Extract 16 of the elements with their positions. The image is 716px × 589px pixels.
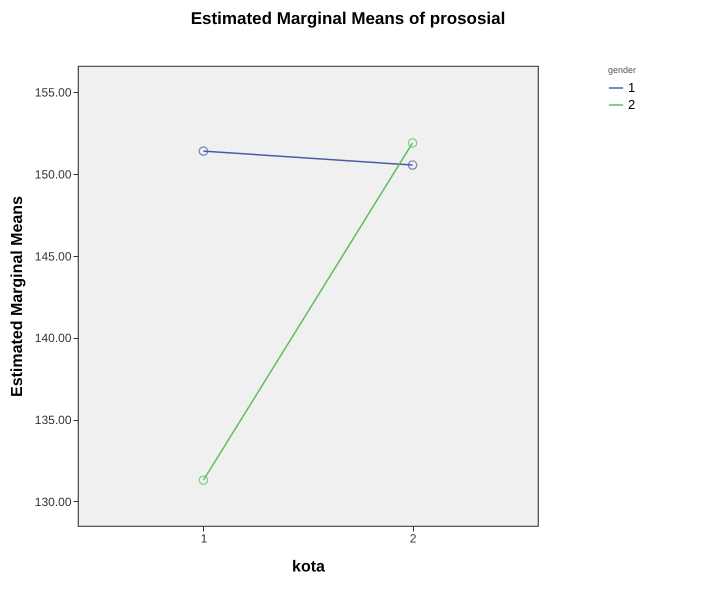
y-tick-label: 150.00 xyxy=(34,168,72,182)
chart-title: Estimated Marginal Means of prososial xyxy=(190,9,506,28)
x-axis-title: kota xyxy=(292,558,326,576)
legend-label: 2 xyxy=(628,97,636,112)
y-axis-title: Estimated Marginal Means xyxy=(8,196,26,397)
point xyxy=(408,160,418,170)
point xyxy=(198,475,208,485)
legend-title: gender xyxy=(608,65,636,75)
point xyxy=(198,146,208,156)
y-tick-label: 155.00 xyxy=(34,86,72,100)
legend-label: 1 xyxy=(628,80,636,95)
y-tick-label: 135.00 xyxy=(34,413,72,428)
y-tick-label: 140.00 xyxy=(34,331,72,346)
y-tick-label: 145.00 xyxy=(34,249,72,264)
y-tick-label: 130.00 xyxy=(34,494,72,509)
point xyxy=(408,138,418,148)
